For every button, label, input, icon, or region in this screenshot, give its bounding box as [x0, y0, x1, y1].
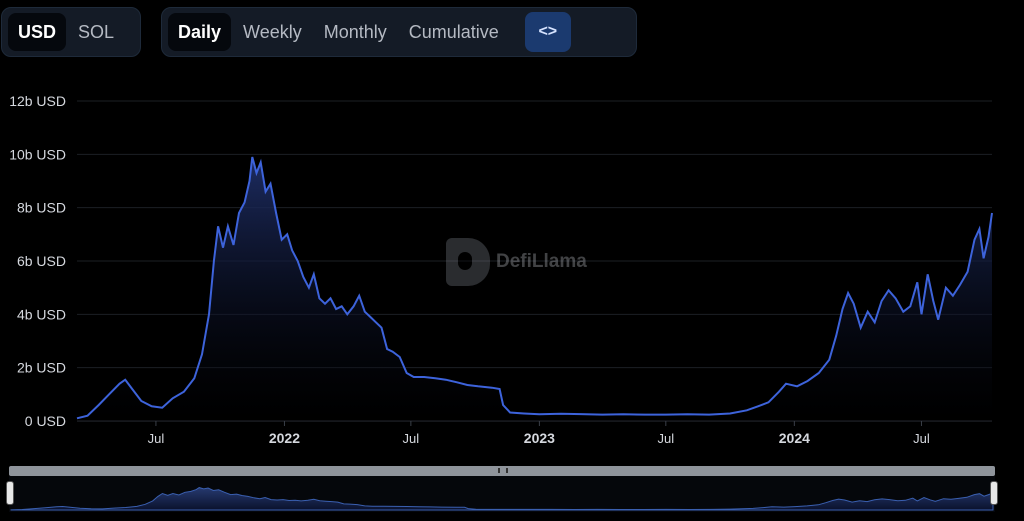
brush-grip-icon[interactable] [498, 468, 508, 473]
y-tick-label: 10b USD [9, 146, 66, 162]
period-toggle: Daily Weekly Monthly Cumulative <> [161, 7, 637, 57]
currency-option-usd[interactable]: USD [8, 13, 67, 51]
period-option-weekly[interactable]: Weekly [243, 22, 302, 42]
x-tick-label: Jul [913, 431, 930, 446]
y-tick-label: 8b USD [17, 200, 66, 216]
x-tick-label: 2024 [779, 430, 810, 446]
currency-toggle: USD SOL [1, 7, 141, 57]
x-tick-label: Jul [658, 431, 675, 446]
overview-brush[interactable] [9, 476, 995, 512]
defillama-logo-icon [446, 238, 490, 286]
x-tick-label: 2022 [269, 430, 300, 446]
y-tick-label: 0 USD [25, 413, 66, 429]
period-option-cumulative[interactable]: Cumulative [408, 22, 499, 42]
period-option-monthly[interactable]: Monthly [323, 22, 387, 42]
y-tick-label: 2b USD [17, 360, 66, 376]
overview-series [10, 487, 994, 511]
x-tick-label: Jul [403, 431, 420, 446]
y-tick-label: 12b USD [9, 93, 66, 109]
watermark-text: DefiLlama [496, 251, 587, 272]
series-line [76, 156, 993, 420]
watermark: DefiLlama [446, 238, 587, 286]
series-area [77, 157, 992, 421]
x-tick-label: 2023 [524, 430, 555, 446]
brush-right-handle[interactable] [990, 481, 998, 505]
code-icon: <> [538, 23, 558, 40]
period-option-daily[interactable]: Daily [168, 13, 232, 51]
y-tick-label: 6b USD [17, 253, 66, 269]
currency-option-sol[interactable]: SOL [78, 22, 115, 42]
embed-code-button[interactable]: <> [524, 12, 571, 52]
brush-range-bar[interactable] [9, 466, 995, 476]
x-tick-label: Jul [148, 431, 165, 446]
brush-left-handle[interactable] [6, 481, 14, 505]
y-tick-label: 4b USD [17, 306, 66, 322]
